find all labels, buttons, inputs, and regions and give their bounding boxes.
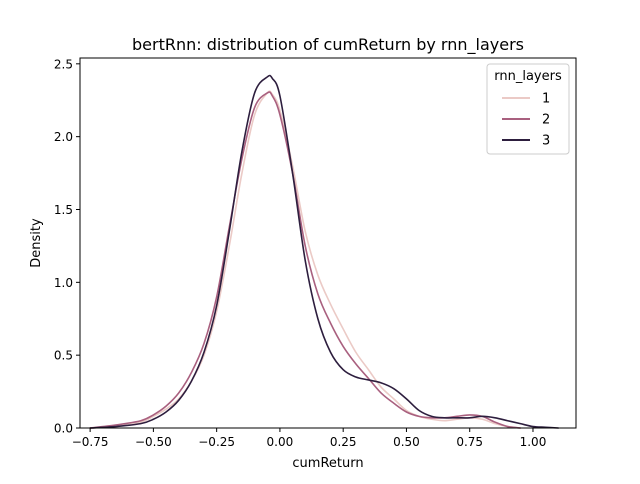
y-axis-label: Density — [29, 218, 44, 268]
legend-box — [486, 63, 570, 155]
legend-label-3: 3 — [542, 134, 550, 149]
y-tick-label: 2.5 — [54, 57, 73, 71]
x-tick-label: 0.25 — [330, 435, 357, 449]
legend-entries: 1 2 3 — [502, 92, 550, 149]
y-tick-label: 0.5 — [54, 349, 73, 363]
legend: rnn_layers 1 2 3 — [486, 63, 570, 155]
x-axis-label: cumReturn — [292, 456, 363, 471]
legend-label-1: 1 — [542, 92, 550, 107]
x-tick-label: −0.25 — [198, 435, 235, 449]
y-axis: 0.0 0.5 1.0 1.5 2.0 2.5 — [54, 57, 80, 436]
y-tick-label: 0.0 — [54, 422, 73, 436]
chart-title: bertRnn: distribution of cumReturn by rn… — [132, 35, 524, 55]
x-tick-label: −0.50 — [135, 435, 172, 449]
legend-label-2: 2 — [542, 113, 550, 128]
x-axis: −0.75 −0.50 −0.25 0.00 0.25 0.50 0.75 1.00 — [72, 428, 547, 449]
series-line-3 — [89, 74, 560, 429]
x-tick-label: 0.50 — [393, 435, 420, 449]
x-tick-label: 1.00 — [520, 435, 547, 449]
x-tick-label: −0.75 — [72, 435, 109, 449]
plot-frame — [79, 57, 577, 429]
plot-curves — [89, 74, 560, 429]
y-tick-label: 1.0 — [54, 276, 73, 290]
y-tick-label: 1.5 — [54, 203, 73, 217]
y-tick-label: 2.0 — [54, 130, 73, 144]
legend-title: rnn_layers — [494, 69, 562, 84]
x-tick-label: 0.00 — [267, 435, 294, 449]
x-tick-label: 0.75 — [456, 435, 483, 449]
